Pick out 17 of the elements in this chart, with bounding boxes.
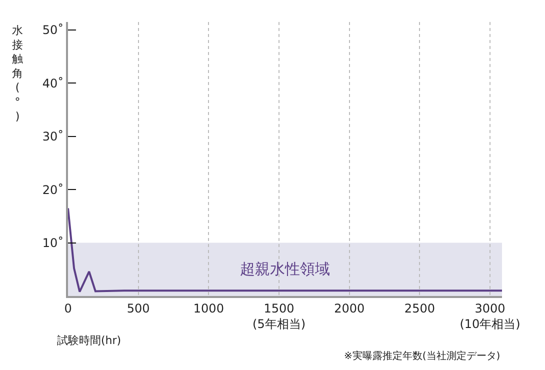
y-tick-label: 20˚ xyxy=(42,182,64,197)
x-tick-label: 500 xyxy=(126,301,150,316)
line-series xyxy=(68,207,502,293)
band-label: 超親水性領域 xyxy=(240,260,330,278)
x-tick-label: 0 xyxy=(64,301,72,316)
y-axis-title: 水接触角(°) xyxy=(12,24,23,123)
text: ※実曝露推定年数(当社測定データ) xyxy=(344,350,500,362)
x-tick-label: 1000 xyxy=(193,301,224,316)
y-tick-label: 50˚ xyxy=(42,23,64,38)
y-tick-label: 10˚ xyxy=(42,236,64,250)
x-tick-label: 1500 (5年相当) xyxy=(252,301,306,331)
x-tick-label: 2500 xyxy=(404,301,435,316)
x-tick-label: 2000 xyxy=(334,301,365,316)
x-axis-title: 試験時間(hr) xyxy=(57,334,122,347)
x-tick-label: 3000 (10年相当) xyxy=(460,301,520,331)
y-tick-label: 30˚ xyxy=(42,130,64,144)
y-tick-label: 40˚ xyxy=(42,76,64,90)
